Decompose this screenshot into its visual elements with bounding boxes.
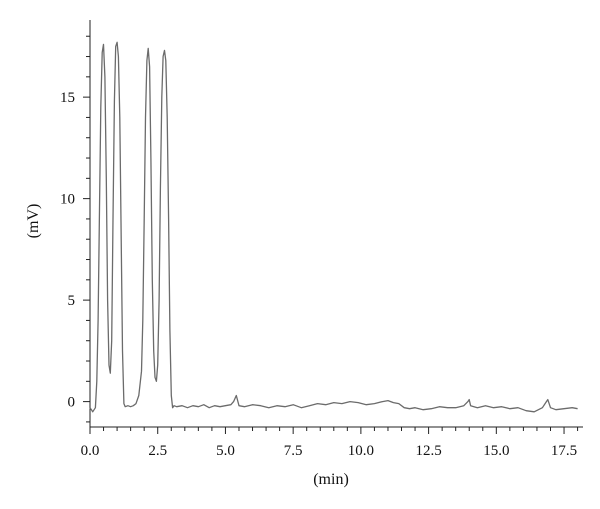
- x-tick-label: 12.5: [415, 443, 441, 459]
- ticks: 0.0 2.5 5.0 7.5 10.0 12.5 15.0 17.5 0 5 10 15: [60, 35, 579, 459]
- x-tick-label: 7.5: [284, 443, 303, 459]
- data-trace: [89, 41, 578, 413]
- x-tick-label: 0.0: [81, 443, 100, 459]
- y-tick-label: 0: [68, 395, 76, 411]
- x-axis-title: (min): [313, 471, 349, 488]
- axes: [89, 20, 583, 428]
- x-tick-label: 17.5: [551, 443, 577, 459]
- y-tick-label: 5: [68, 293, 76, 309]
- x-tick-label: 15.0: [483, 443, 509, 459]
- x-tick-label: 10.0: [348, 443, 374, 459]
- x-tick-label: 2.5: [148, 443, 167, 459]
- y-axis-title: (mV): [25, 204, 42, 239]
- x-tick-label: 5.0: [216, 443, 235, 459]
- y-tick-label: 10: [60, 192, 75, 208]
- y-tick-label: 15: [60, 90, 75, 106]
